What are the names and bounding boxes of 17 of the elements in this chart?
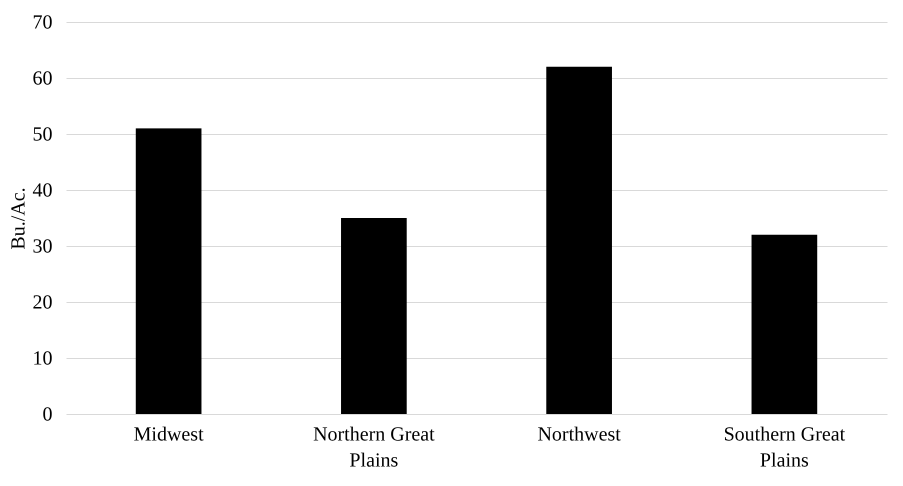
y-tick-label: 40 <box>32 180 52 202</box>
bar <box>136 128 202 414</box>
y-tick-label: 60 <box>32 68 52 90</box>
y-tick-label: 10 <box>32 348 52 370</box>
x-tick-label: Northwest <box>537 424 622 446</box>
y-axis-title: Bu./Ac. <box>8 187 30 250</box>
bar <box>752 234 818 414</box>
x-tick-label: Northern Great Plains <box>313 424 436 472</box>
y-tick-label: 30 <box>32 236 52 258</box>
y-tick-label: 20 <box>32 292 52 314</box>
x-tick-label: Southern Great Plains <box>724 424 846 472</box>
bar <box>341 218 407 414</box>
y-tick-label: 0 <box>42 404 52 426</box>
y-tick-label: 50 <box>32 124 52 146</box>
bar <box>546 66 612 414</box>
y-tick-label: 70 <box>32 12 52 34</box>
x-tick-label: Midwest <box>134 424 204 446</box>
